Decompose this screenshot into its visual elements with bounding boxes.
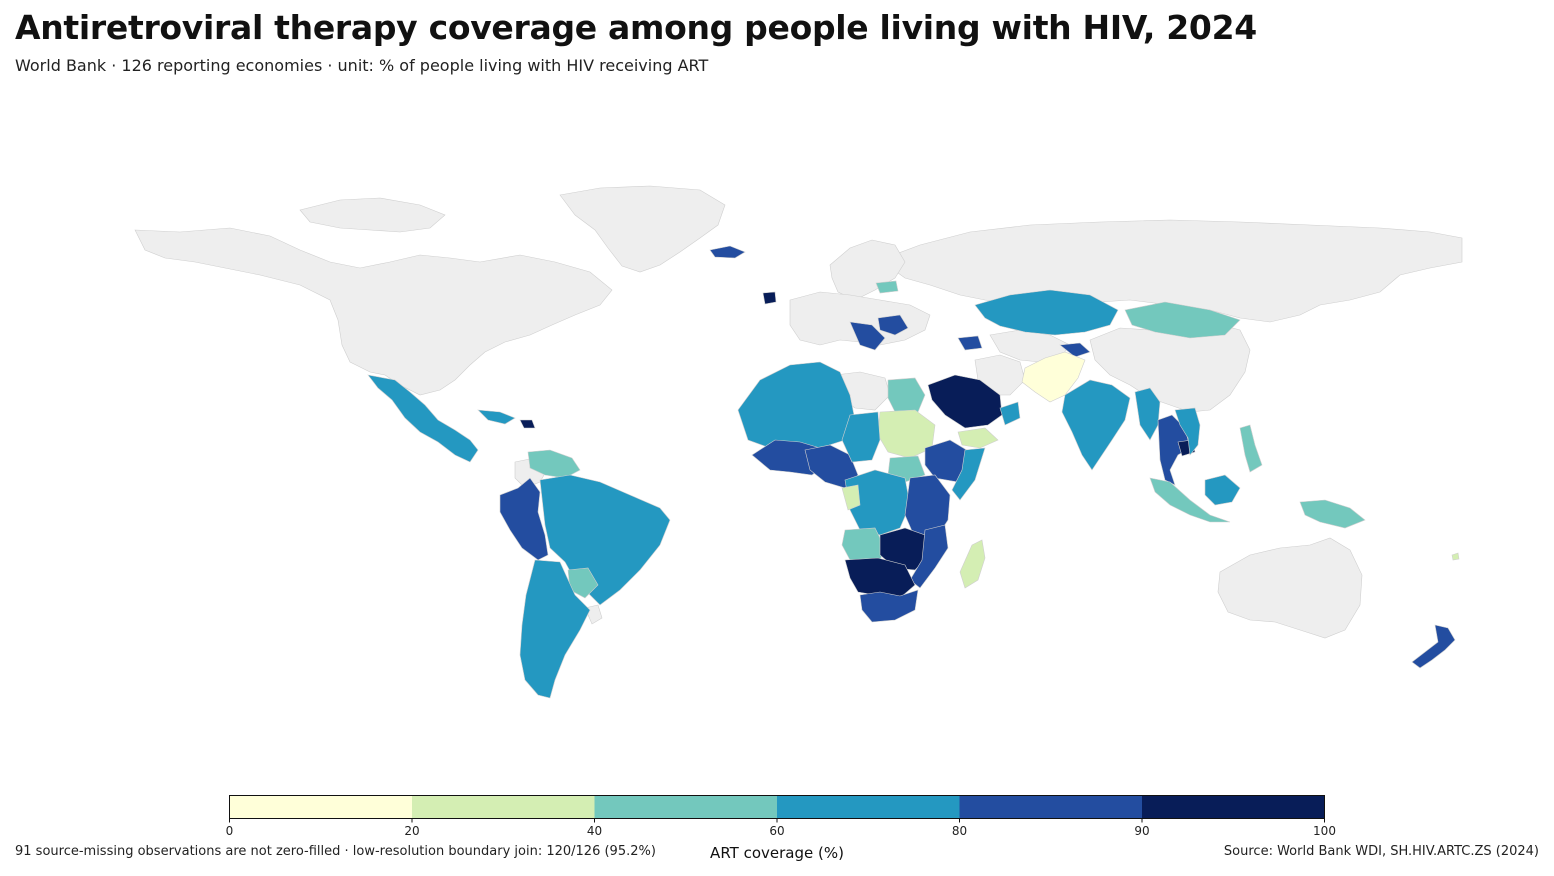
region-madagascar <box>959 539 986 589</box>
colorbar-bin <box>959 795 1142 819</box>
region-somalia <box>951 447 986 501</box>
region-caucasus <box>957 335 983 351</box>
region-papua-new-guinea <box>1299 499 1366 529</box>
colorbar-bin <box>777 795 960 819</box>
region-haiti <box>519 419 536 429</box>
colorbar-tick-label: 80 <box>951 824 968 838</box>
region-australia <box>1217 537 1363 639</box>
region-mexico-central-america <box>367 374 479 463</box>
colorbar-tick-label: 0 <box>225 824 234 838</box>
region-malaysia-indonesia <box>1149 477 1231 523</box>
region-yemen <box>957 427 999 449</box>
colorbar-bin <box>412 795 595 819</box>
region-gabon-congo <box>841 484 861 511</box>
region-romania <box>877 314 909 336</box>
footnote: 91 source-missing observations are not z… <box>15 844 656 859</box>
page-subtitle: World Bank · 126 reporting economies · u… <box>15 56 709 75</box>
region-vietnam <box>1174 407 1201 456</box>
colorbar-bin <box>594 795 777 819</box>
region-small-island <box>1451 552 1460 561</box>
colorbar-label: ART coverage (%) <box>710 844 844 862</box>
region-pakistan-afghanistan <box>1021 351 1086 403</box>
region-iceland <box>709 245 746 259</box>
colorbar-tick-label: 90 <box>1134 824 1150 838</box>
colorbar-bin <box>229 795 412 819</box>
region-mozambique <box>909 524 949 589</box>
region-arctic-islands <box>299 197 446 233</box>
region-greenland <box>559 185 726 273</box>
region-argentina-chile <box>519 559 591 699</box>
region-balkans <box>849 321 886 351</box>
region-philippines <box>1239 424 1263 473</box>
colorbar-tick-label: 40 <box>586 824 603 838</box>
region-caribbean <box>477 409 516 425</box>
region-saudi-arabia <box>927 374 1003 429</box>
region-south-africa <box>859 589 919 623</box>
region-drc <box>844 469 911 536</box>
region-borneo <box>1204 474 1241 506</box>
region-mongolia <box>1124 301 1241 339</box>
source-note: Source: World Bank WDI, SH.HIV.ARTC.ZS (… <box>1223 844 1539 859</box>
region-ireland <box>762 291 777 305</box>
region-scandinavia <box>829 239 906 301</box>
region-kyrgyzstan <box>1059 342 1091 358</box>
region-new-zealand <box>1411 624 1456 669</box>
region-baltics <box>875 280 899 294</box>
colorbar-tick-label: 20 <box>404 824 420 838</box>
colorbar-tick-label: 60 <box>769 824 785 838</box>
region-chad-car <box>841 411 881 463</box>
region-thailand-laos <box>1157 414 1191 486</box>
page-title: Antiretroviral therapy coverage among pe… <box>15 8 1257 47</box>
region-oman <box>999 401 1021 426</box>
region-india <box>1061 379 1131 471</box>
region-colombia-ecuador-peru <box>499 477 549 561</box>
colorbar-bin <box>1142 795 1325 819</box>
region-kazakhstan <box>974 289 1119 336</box>
region-north-america <box>134 227 613 396</box>
map-land <box>134 185 1463 699</box>
region-venezuela <box>527 449 581 479</box>
colorbar-tick-label: 100 <box>1313 824 1336 838</box>
